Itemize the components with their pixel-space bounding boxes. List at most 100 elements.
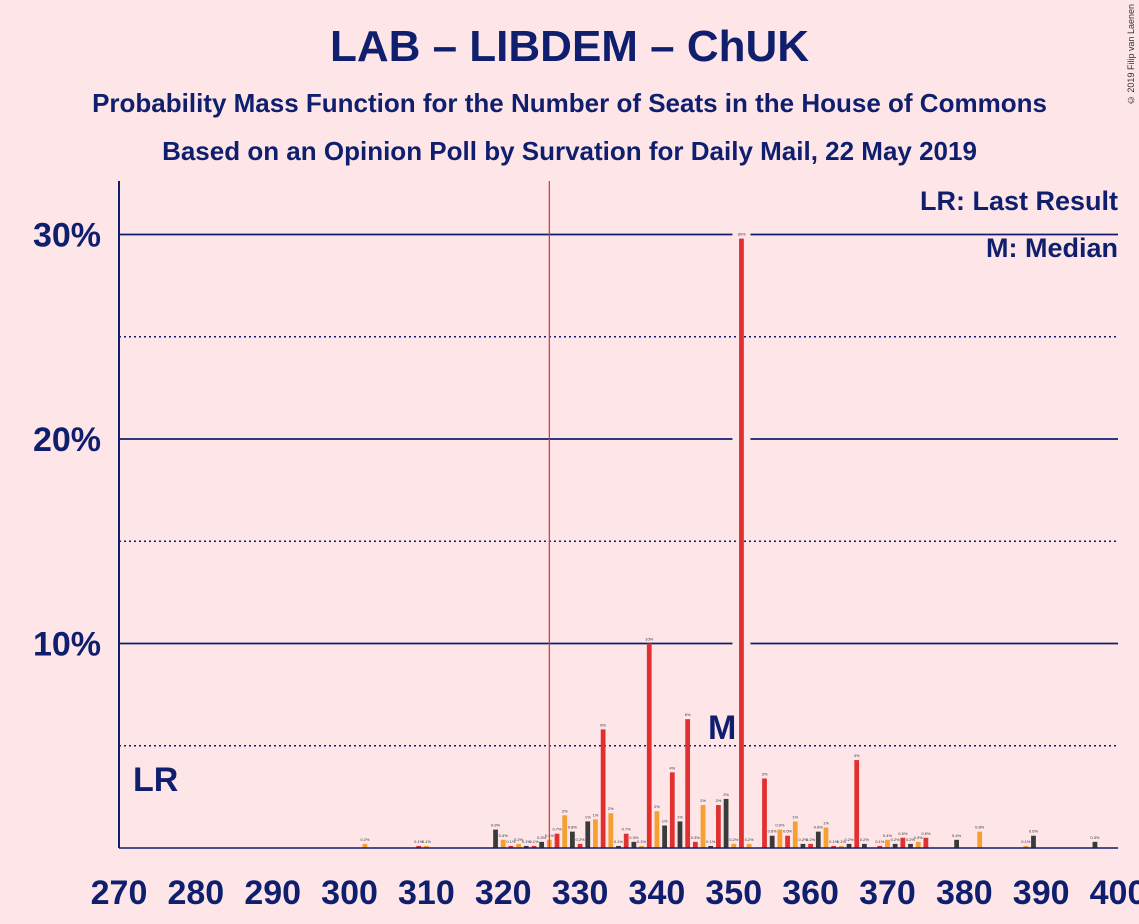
bar: [1023, 845, 1029, 848]
bar-value-label: 0.1%: [414, 839, 424, 844]
x-tick-label: 290: [244, 874, 301, 912]
bar-value-label: 2%: [562, 808, 568, 813]
bar: [570, 831, 575, 848]
bar: [523, 845, 529, 848]
bar: [493, 829, 498, 848]
bar-value-label: 10%: [645, 637, 653, 642]
bar: [792, 821, 798, 848]
bar: [516, 843, 521, 848]
x-tick-label: 340: [629, 874, 686, 912]
bar-value-label: 0.3%: [537, 835, 547, 840]
bar: [577, 843, 583, 848]
bar-series: 0.2% 0.1%0.1%0.9%0.4%0.1%0.2%0.1%0.1%0.3%…: [360, 232, 1100, 849]
bar-value-label: 0.2%: [844, 837, 854, 842]
bar: [531, 845, 537, 848]
chart-subtitle-1: Probability Mass Function for the Number…: [92, 88, 1047, 118]
bar-value-label: 30%: [737, 232, 745, 237]
bar: [923, 837, 929, 848]
last-result-marker: LR: [133, 761, 178, 799]
bar: [746, 843, 752, 848]
bar: [877, 845, 883, 848]
bar-value-label: 0.1%: [706, 839, 716, 844]
bar-value-label: 0.4%: [952, 833, 962, 838]
bar-value-label: 0.8%: [975, 825, 985, 830]
bar: [692, 841, 698, 848]
bar-value-label: 0.3%: [1090, 835, 1100, 840]
bar-value-label: 1%: [823, 821, 829, 826]
bar: [900, 837, 906, 848]
bar-value-label: 0.2%: [806, 837, 816, 842]
bar: [508, 845, 514, 848]
x-tick-label: 310: [398, 874, 455, 912]
bar: [908, 843, 913, 848]
bar: [600, 729, 606, 848]
bar-value-label: 2%: [608, 806, 614, 811]
bar-value-label: 0.8%: [568, 825, 578, 830]
bar: [815, 831, 821, 848]
bar: [539, 841, 545, 848]
bar: [777, 829, 783, 848]
x-tick-label: 270: [91, 874, 148, 912]
bar-value-label: 0.1%: [875, 839, 885, 844]
x-tick-label: 320: [475, 874, 532, 912]
bar-value-label: 0.7%: [552, 827, 562, 832]
bar-value-label: 6%: [685, 712, 691, 717]
bar: [669, 772, 675, 848]
bar: [915, 841, 921, 848]
bar-value-label: 0.9%: [491, 823, 501, 828]
bar: [892, 843, 898, 848]
bar-value-label: 1%: [585, 814, 591, 819]
bar: [885, 839, 890, 848]
bar: [769, 835, 775, 848]
bar-value-label: 0.5%: [898, 831, 908, 836]
bar-value-label: 6%: [600, 722, 606, 727]
bar: [838, 845, 844, 848]
x-tick-label: 300: [321, 874, 378, 912]
bar: [562, 815, 568, 848]
bar-value-label: 0.8%: [814, 825, 824, 830]
y-tick-label: 30%: [33, 217, 101, 255]
bar-value-label: 0.2%: [360, 837, 370, 842]
bar-value-label: 0.2%: [860, 837, 870, 842]
bar: [954, 839, 960, 848]
bar: [846, 843, 852, 848]
chart-subtitle-2: Based on an Opinion Poll by Survation fo…: [162, 136, 977, 166]
bar: [616, 845, 621, 848]
bar: [500, 839, 506, 848]
bar-value-label: 0.7%: [622, 827, 632, 832]
bar: [854, 760, 860, 848]
bar-value-label: 0.1%: [829, 839, 839, 844]
bar: [685, 719, 691, 848]
axes: 10% 20% 30% 270 280 290 300 310 320 330 340 350 360 3…: [33, 181, 1139, 912]
bar-value-label: 4%: [854, 753, 860, 758]
bar: [823, 827, 829, 848]
bar: [762, 778, 767, 848]
bar: [646, 643, 652, 848]
bar-value-label: 0.9%: [775, 823, 785, 828]
bar-value-label: 2%: [716, 798, 722, 803]
bar-value-label: 0.2%: [729, 837, 739, 842]
bar: [862, 843, 867, 848]
bar: [662, 825, 667, 848]
legend-median: M: Median: [986, 233, 1118, 263]
y-tick-label: 10%: [33, 626, 101, 664]
x-tick-label: 380: [936, 874, 993, 912]
bar-value-label: 0.3%: [914, 835, 924, 840]
y-tick-label: 20%: [33, 421, 101, 459]
x-tick-label: 330: [552, 874, 609, 912]
bar: [623, 833, 629, 848]
bar-value-label: 0.1%: [522, 839, 532, 844]
x-tick-label: 400: [1090, 874, 1139, 912]
bar-value-label: 0.4%: [883, 833, 893, 838]
bar: [593, 819, 598, 848]
bar-value-label: 2%: [723, 792, 729, 797]
x-tick-label: 350: [705, 874, 762, 912]
grid-lines: [119, 232, 1118, 747]
median-gap: [732, 232, 751, 237]
chart-title: LAB – LIBDEM – ChUK: [329, 22, 810, 71]
bar: [700, 805, 706, 848]
bar: [654, 811, 660, 848]
bar-value-label: 0.2%: [906, 837, 916, 842]
bar-value-label: 0.6%: [768, 829, 778, 834]
bar-value-label: 0.6%: [1029, 829, 1039, 834]
